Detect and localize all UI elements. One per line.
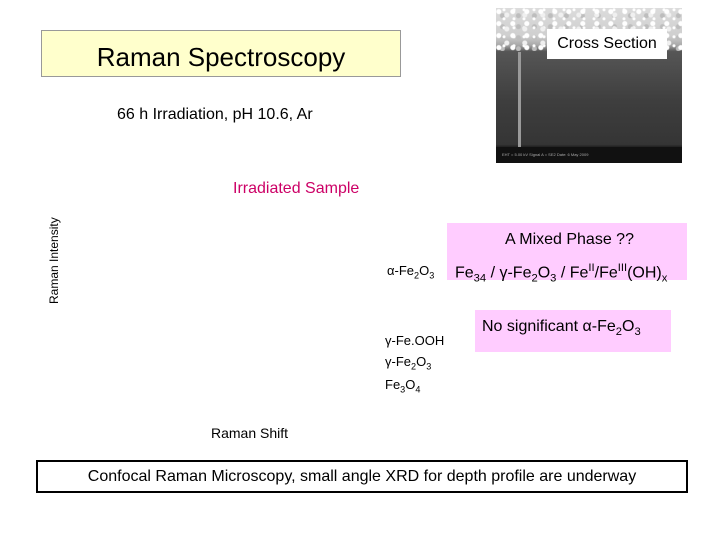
footer-text: Confocal Raman Microscopy, small angle X…	[87, 467, 637, 485]
no-significant-text: No significant α-Fe2O3	[482, 318, 641, 339]
x-axis-label: Raman Shift	[211, 425, 289, 441]
y-axis-label: Raman Intensity	[47, 217, 61, 304]
sem-metadata-bar: EHT = 5.00 kV Signal A = SE2 Date: 6 May…	[496, 147, 682, 163]
peak-label-alpha-fe2o3: α-Fe2O3	[387, 263, 435, 281]
mixed-phase-box	[447, 223, 687, 280]
mixed-phase-formula: Fe34 / γ-Fe2O3 / FeII/FeIII(OH)x	[455, 262, 668, 285]
no-significant-box	[475, 310, 671, 352]
peak-label-gamma-feooh: γ-Fe.OOH	[385, 333, 445, 348]
peak-label-fe3o4: Fe3O4	[385, 377, 421, 395]
subtitle: 66 h Irradiation, pH 10.6, Ar	[117, 106, 313, 123]
sem-film-edge	[518, 52, 521, 148]
title-box: Raman Spectroscopy	[41, 30, 401, 77]
peak-label-gamma-fe2o3: γ-Fe2O3	[385, 354, 432, 372]
slide-title: Raman Spectroscopy	[96, 42, 346, 72]
mixed-phase-title: A Mixed Phase ??	[505, 231, 634, 248]
footer-box: Confocal Raman Microscopy, small angle X…	[36, 460, 688, 493]
cross-section-label: Cross Section	[547, 29, 667, 59]
sample-label: Irradiated Sample	[233, 180, 360, 197]
